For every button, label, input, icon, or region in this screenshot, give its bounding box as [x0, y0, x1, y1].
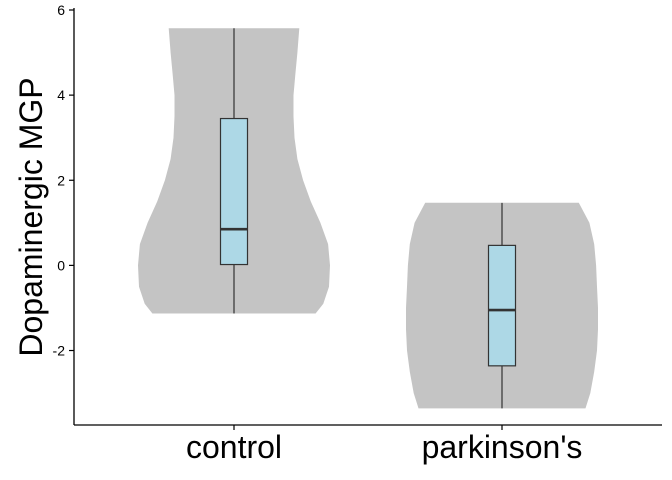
x-axis-ticks: control parkinson's: [186, 425, 582, 465]
violins-layer: [138, 28, 598, 409]
y-axis-ticks: -2 0 2 4 6: [53, 2, 74, 359]
y-tick-label: 4: [57, 87, 65, 103]
y-tick-label: 2: [57, 172, 65, 188]
y-axis-title: Dopaminergic MGP: [13, 77, 49, 356]
x-tick-label: parkinson's: [422, 429, 583, 465]
y-tick-label: 6: [57, 2, 65, 18]
iqr-box: [487, 244, 517, 367]
boxplots-layer: [219, 28, 517, 409]
y-tick-label: 0: [57, 257, 65, 273]
y-tick-label: -2: [53, 343, 66, 359]
iqr-box: [219, 117, 249, 266]
x-tick-label: control: [186, 429, 282, 465]
